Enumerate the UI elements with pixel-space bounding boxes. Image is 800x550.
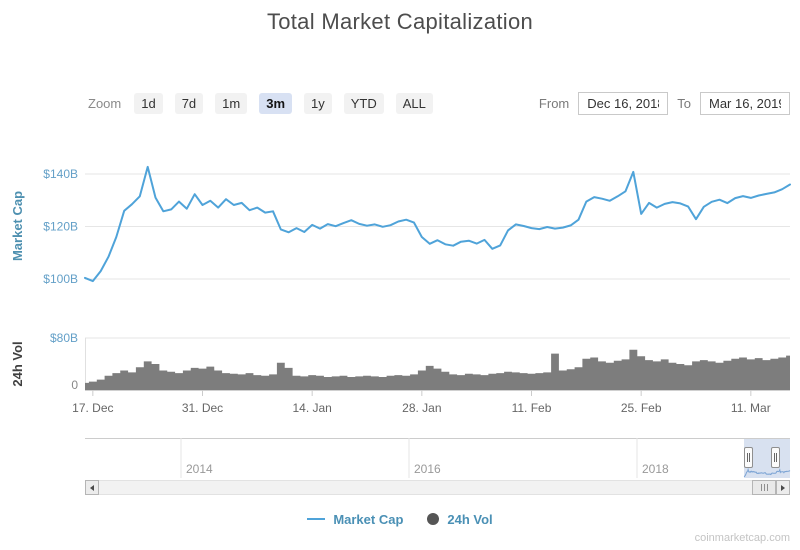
zoom-button-1y[interactable]: 1y xyxy=(304,92,332,114)
legend-label: Market Cap xyxy=(333,511,404,527)
from-date-input[interactable] xyxy=(578,91,669,115)
legend-item-market-cap[interactable]: Market Cap xyxy=(307,512,403,527)
scrollbar-right-arrow-icon[interactable] xyxy=(776,480,790,495)
page-title: Total Market Capitalization xyxy=(266,9,534,34)
zoom-button-3m[interactable]: 3m xyxy=(259,92,293,114)
navigator-handle-left[interactable] xyxy=(744,447,753,468)
chart-legend: Market Cap 24h Vol xyxy=(0,509,800,529)
x-axis-label: 28. Jan xyxy=(402,401,441,415)
x-axis-label: 31. Dec xyxy=(182,401,223,415)
market-cap-axis-title: Market Cap xyxy=(10,191,25,261)
volume-series xyxy=(85,349,790,390)
zoom-group-label: Zoom xyxy=(88,95,122,111)
x-axis-label: 11. Mar xyxy=(731,401,771,415)
zoom-button-7d[interactable]: 7d xyxy=(174,92,204,114)
navigator-year-label: 2014 xyxy=(186,462,213,476)
circle-marker-icon xyxy=(427,513,440,525)
x-axis-label: 11. Feb xyxy=(512,401,552,415)
x-axis-label: 17. Dec xyxy=(72,401,113,415)
x-axis-label: 25. Feb xyxy=(621,401,662,415)
y-axis-label: $100B xyxy=(43,272,78,286)
volume-axis-title: 24h Vol xyxy=(10,341,25,386)
navigator-year-label: 2016 xyxy=(414,462,441,476)
market-cap-series xyxy=(84,165,791,283)
x-axis-label: 14. Jan xyxy=(292,401,331,415)
to-date-input[interactable] xyxy=(700,91,790,115)
scrollbar-left-arrow-icon[interactable] xyxy=(85,480,99,495)
y-axis-label: $120B xyxy=(43,220,78,234)
navigator-year-label: 2018 xyxy=(642,462,669,476)
scrollbar-track[interactable] xyxy=(85,480,790,495)
coinmarketcap-credit-link[interactable]: coinmarketcap.com xyxy=(694,532,790,544)
scrollbar-thumb[interactable] xyxy=(752,480,776,495)
legend-item-24h-vol[interactable]: 24h Vol xyxy=(427,511,493,527)
zoom-button-1d[interactable]: 1d xyxy=(134,92,163,114)
zoom-button-all[interactable]: ALL xyxy=(395,92,433,114)
to-label: To xyxy=(677,95,691,111)
date-range-group: From To xyxy=(539,91,790,115)
navigator-handle-right[interactable] xyxy=(771,447,780,468)
zoom-button-1m[interactable]: 1m xyxy=(215,92,248,114)
y-axis-label: 0 xyxy=(71,378,78,392)
zoom-button-ytd[interactable]: YTD xyxy=(343,92,384,114)
line-marker-icon xyxy=(307,518,326,520)
zoom-button-group: Zoom 1d 7d 1m 3m 1y YTD ALL xyxy=(88,91,433,115)
y-axis-label: $80B xyxy=(50,331,78,345)
legend-label: 24h Vol xyxy=(447,511,493,527)
from-label: From xyxy=(538,95,570,111)
y-axis-label: $140B xyxy=(43,167,78,181)
